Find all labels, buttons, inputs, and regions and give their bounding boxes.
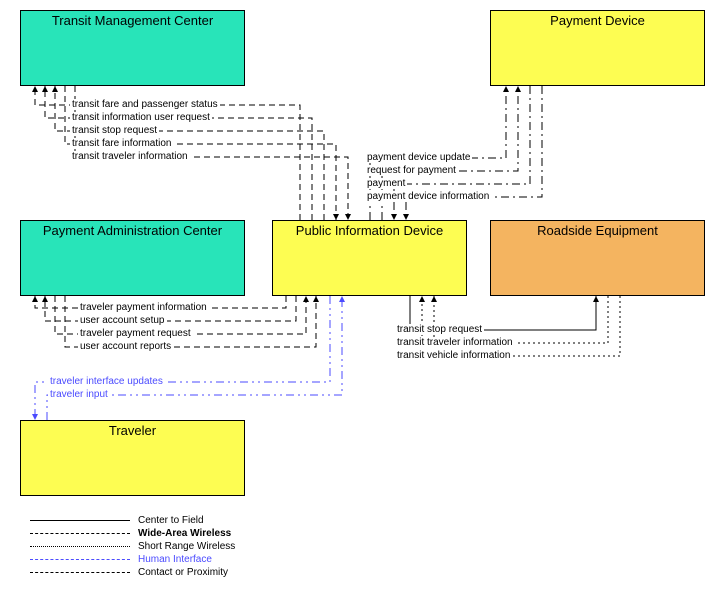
flow-label: transit stop request: [70, 125, 159, 136]
node-label: Traveler: [109, 423, 156, 438]
node-label: Roadside Equipment: [537, 223, 658, 238]
flow-label: transit traveler information: [70, 151, 190, 162]
flow-label: traveler input: [48, 389, 110, 400]
legend-label: Short Range Wireless: [138, 541, 235, 552]
legend-line: [30, 533, 130, 534]
flow-label: payment device update: [365, 152, 472, 163]
flow-label: transit fare information: [70, 138, 174, 149]
node-label: Transit Management Center: [52, 13, 213, 28]
legend-row-wide_area_wireless: Wide-Area Wireless: [30, 527, 235, 540]
flow-label: transit fare and passenger status: [70, 99, 220, 110]
legend: Center to Field Wide-Area Wireless Short R…: [30, 514, 235, 579]
flow-label: request for payment: [365, 165, 458, 176]
legend-row-center_to_field: Center to Field: [30, 514, 235, 527]
legend-line: [30, 520, 130, 521]
flow-label: traveler payment information: [78, 302, 209, 313]
node-pid: Public Information Device: [272, 220, 467, 296]
node-roadside: Roadside Equipment: [490, 220, 705, 296]
legend-row-human_interface: Human Interface: [30, 553, 235, 566]
legend-line: [30, 559, 130, 560]
legend-row-contact_or_proximity: Contact or Proximity: [30, 566, 235, 579]
flow-label: transit vehicle information: [395, 350, 512, 361]
legend-line: [30, 546, 130, 547]
flow-label: transit stop request: [395, 324, 484, 335]
legend-label: Wide-Area Wireless: [138, 528, 231, 539]
node-tmc: Transit Management Center: [20, 10, 245, 86]
flow-label: user account setup: [78, 315, 167, 326]
flow-label: traveler payment request: [78, 328, 193, 339]
flow-label: payment device information: [365, 191, 491, 202]
flow-label: traveler interface updates: [48, 376, 165, 387]
node-payment_device: Payment Device: [490, 10, 705, 86]
node-label: Payment Device: [550, 13, 645, 28]
legend-label: Contact or Proximity: [138, 567, 228, 578]
flow-label: payment: [365, 178, 407, 189]
node-label: Public Information Device: [296, 223, 443, 238]
node-traveler: Traveler: [20, 420, 245, 496]
node-label: Payment Administration Center: [43, 223, 222, 238]
legend-row-short_range_wireless: Short Range Wireless: [30, 540, 235, 553]
legend-label: Center to Field: [138, 515, 204, 526]
flow-label: user account reports: [78, 341, 173, 352]
legend-line: [30, 572, 130, 573]
legend-label: Human Interface: [138, 554, 212, 565]
flow-label: transit information user request: [70, 112, 212, 123]
flow-label: transit traveler information: [395, 337, 515, 348]
node-pac: Payment Administration Center: [20, 220, 245, 296]
